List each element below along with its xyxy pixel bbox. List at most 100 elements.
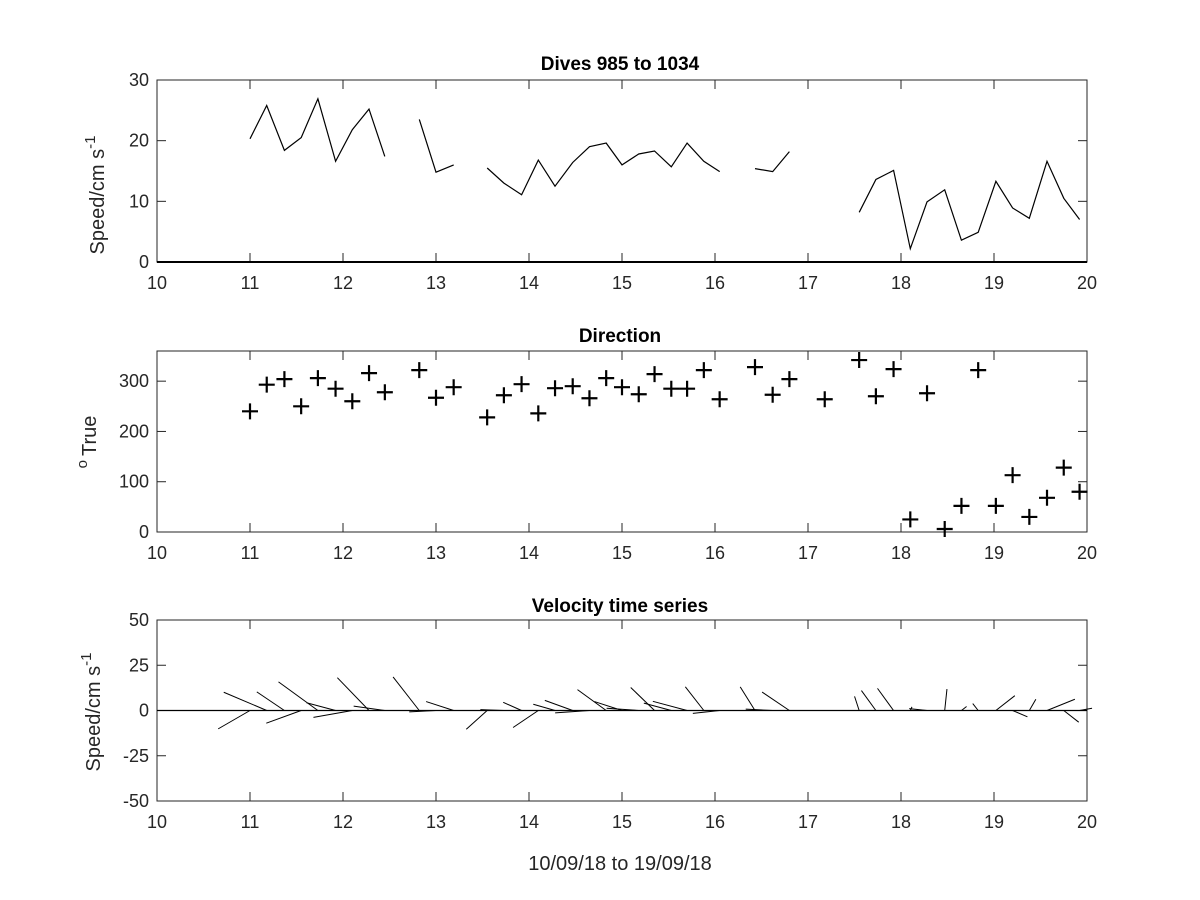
direction-point — [1071, 483, 1088, 500]
velocity-panel: Velocity time series Speed/cm s-1 10/09/… — [78, 596, 1097, 875]
direction-point — [530, 405, 547, 422]
direction-point — [1004, 467, 1021, 484]
y-tick-label: 300 — [119, 371, 149, 391]
x-tick-label: 14 — [519, 812, 539, 832]
velocity-stick — [503, 701, 522, 711]
x-tick-label: 13 — [426, 543, 446, 563]
direction-point — [258, 376, 275, 393]
velocity-stick — [555, 710, 590, 714]
direction-point — [309, 370, 326, 387]
direction-point — [242, 403, 258, 420]
velocity-stick — [1063, 710, 1080, 723]
x-tick-label: 20 — [1077, 543, 1097, 563]
speed-line-segment — [858, 159, 1081, 251]
x-tick-label: 10 — [147, 812, 167, 832]
direction-point — [646, 366, 663, 383]
direction-point — [630, 386, 647, 403]
direction-point — [445, 379, 462, 396]
direction-point — [987, 497, 1004, 514]
velocity-stick — [739, 686, 756, 711]
direction-point — [679, 380, 696, 397]
velocity-stick — [266, 710, 302, 724]
speed-line-segment — [418, 119, 454, 174]
direction-point — [711, 391, 728, 408]
velocity-stick — [995, 695, 1016, 711]
x-tick-label: 17 — [798, 273, 818, 293]
direction-point — [746, 359, 763, 376]
x-tick-label: 20 — [1077, 273, 1097, 293]
direction-point — [293, 398, 310, 415]
velocity-panel-title: Velocity time series — [532, 596, 708, 617]
x-tick-label: 19 — [984, 543, 1004, 563]
y-tick-label: -50 — [123, 791, 149, 811]
x-tick-label: 11 — [241, 273, 260, 293]
x-tick-label: 11 — [241, 812, 260, 832]
speed-line-segment — [249, 97, 386, 163]
direction-point — [513, 376, 530, 393]
velocity-panel-ylabel: Speed/cm s-1 — [78, 653, 105, 772]
y-tick-label: 0 — [139, 522, 149, 542]
velocity-stick — [577, 689, 607, 711]
direction-point — [428, 389, 444, 406]
x-tick-label: 10 — [147, 543, 167, 563]
velocity-stick — [1012, 710, 1028, 718]
direction-point — [598, 370, 615, 387]
y-tick-label: -25 — [123, 746, 149, 766]
direction-point — [663, 380, 680, 397]
velocity-stick — [223, 691, 267, 711]
x-tick-label: 15 — [612, 273, 632, 293]
x-tick-label: 10 — [147, 273, 167, 293]
x-tick-label: 14 — [519, 543, 539, 563]
direction-point — [411, 362, 428, 379]
x-tick-label: 18 — [891, 273, 911, 293]
speed-panel-ylabel: Speed/cm s-1 — [82, 136, 109, 255]
x-tick-label: 16 — [705, 812, 725, 832]
velocity-stick — [425, 701, 454, 711]
y-tick-label: 50 — [129, 610, 149, 630]
direction-point — [970, 362, 987, 379]
direction-point — [816, 391, 833, 408]
velocity-stick — [692, 710, 720, 714]
x-tick-label: 18 — [891, 543, 911, 563]
direction-point — [1039, 489, 1056, 506]
x-tick-label: 12 — [333, 812, 353, 832]
speed-line-segment — [486, 142, 721, 196]
x-tick-label: 18 — [891, 812, 911, 832]
y-tick-label: 100 — [119, 472, 149, 492]
velocity-stick — [1079, 707, 1093, 711]
y-tick-label: 0 — [139, 701, 149, 721]
x-tick-label: 15 — [612, 543, 632, 563]
x-tick-label: 17 — [798, 543, 818, 563]
direction-point — [902, 511, 919, 528]
x-tick-label: 19 — [984, 273, 1004, 293]
y-tick-label: 25 — [129, 655, 149, 675]
direction-point — [885, 361, 902, 378]
velocity-stick — [392, 676, 420, 711]
direction-point — [547, 380, 564, 397]
velocity-stick — [854, 696, 860, 711]
direction-point — [276, 371, 293, 388]
velocity-stick — [643, 702, 672, 711]
velocity-stick — [861, 690, 877, 711]
velocity-stick — [652, 700, 688, 711]
direction-point — [764, 386, 781, 403]
direction-point — [614, 379, 630, 396]
direction-point — [581, 390, 598, 407]
direction-point — [361, 365, 378, 382]
x-tick-label: 19 — [984, 812, 1004, 832]
x-tick-label: 13 — [426, 273, 446, 293]
velocity-stick — [1028, 698, 1037, 711]
x-tick-label: 20 — [1077, 812, 1097, 832]
velocity-stick — [544, 699, 573, 711]
x-tick-label: 12 — [333, 543, 353, 563]
direction-point — [867, 388, 884, 405]
direction-point — [936, 520, 953, 537]
velocity-stick — [336, 677, 370, 711]
velocity-stick — [306, 702, 336, 711]
y-tick-label: 10 — [129, 191, 149, 211]
direction-point — [479, 409, 496, 426]
velocity-stick — [217, 710, 251, 730]
direction-panel-ylabel: oTrue — [74, 416, 101, 469]
velocity-stick — [961, 706, 967, 711]
